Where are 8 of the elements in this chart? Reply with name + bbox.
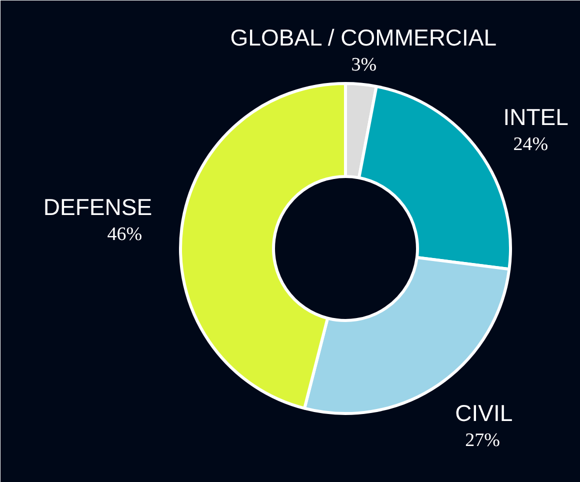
data-label: 27% [465, 430, 500, 451]
slice-label: CIVIL [455, 400, 513, 426]
slice-label: INTEL [503, 104, 569, 130]
slice-label: GLOBAL / COMMERCIAL [230, 24, 497, 50]
data-label: 3% [351, 54, 377, 76]
data-label: 24% [513, 134, 548, 155]
data-label: 46% [107, 224, 142, 246]
slice-label: DEFENSE [43, 194, 152, 220]
